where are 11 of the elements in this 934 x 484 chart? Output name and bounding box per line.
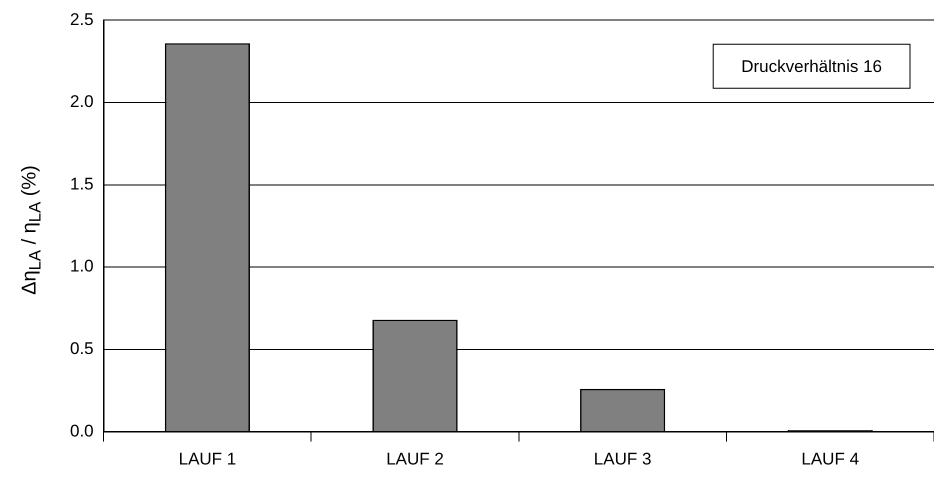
annotation: Druckverhältnis 16 — [741, 56, 882, 76]
x-tick-label: LAUF 1 — [178, 449, 236, 468]
y-tick-label: 2.0 — [70, 92, 94, 112]
y-tick-label: 1.0 — [70, 256, 94, 276]
y-tick-label: 0.0 — [70, 421, 94, 440]
x-tick-label: LAUF 3 — [594, 449, 652, 468]
y-tick-label: 2.5 — [70, 10, 94, 29]
x-tick-label: LAUF 4 — [801, 449, 860, 468]
y-tick-label: 0.5 — [70, 339, 94, 358]
x-tick-label: LAUF 2 — [386, 449, 444, 468]
y-tick-label: 1.5 — [70, 174, 94, 194]
